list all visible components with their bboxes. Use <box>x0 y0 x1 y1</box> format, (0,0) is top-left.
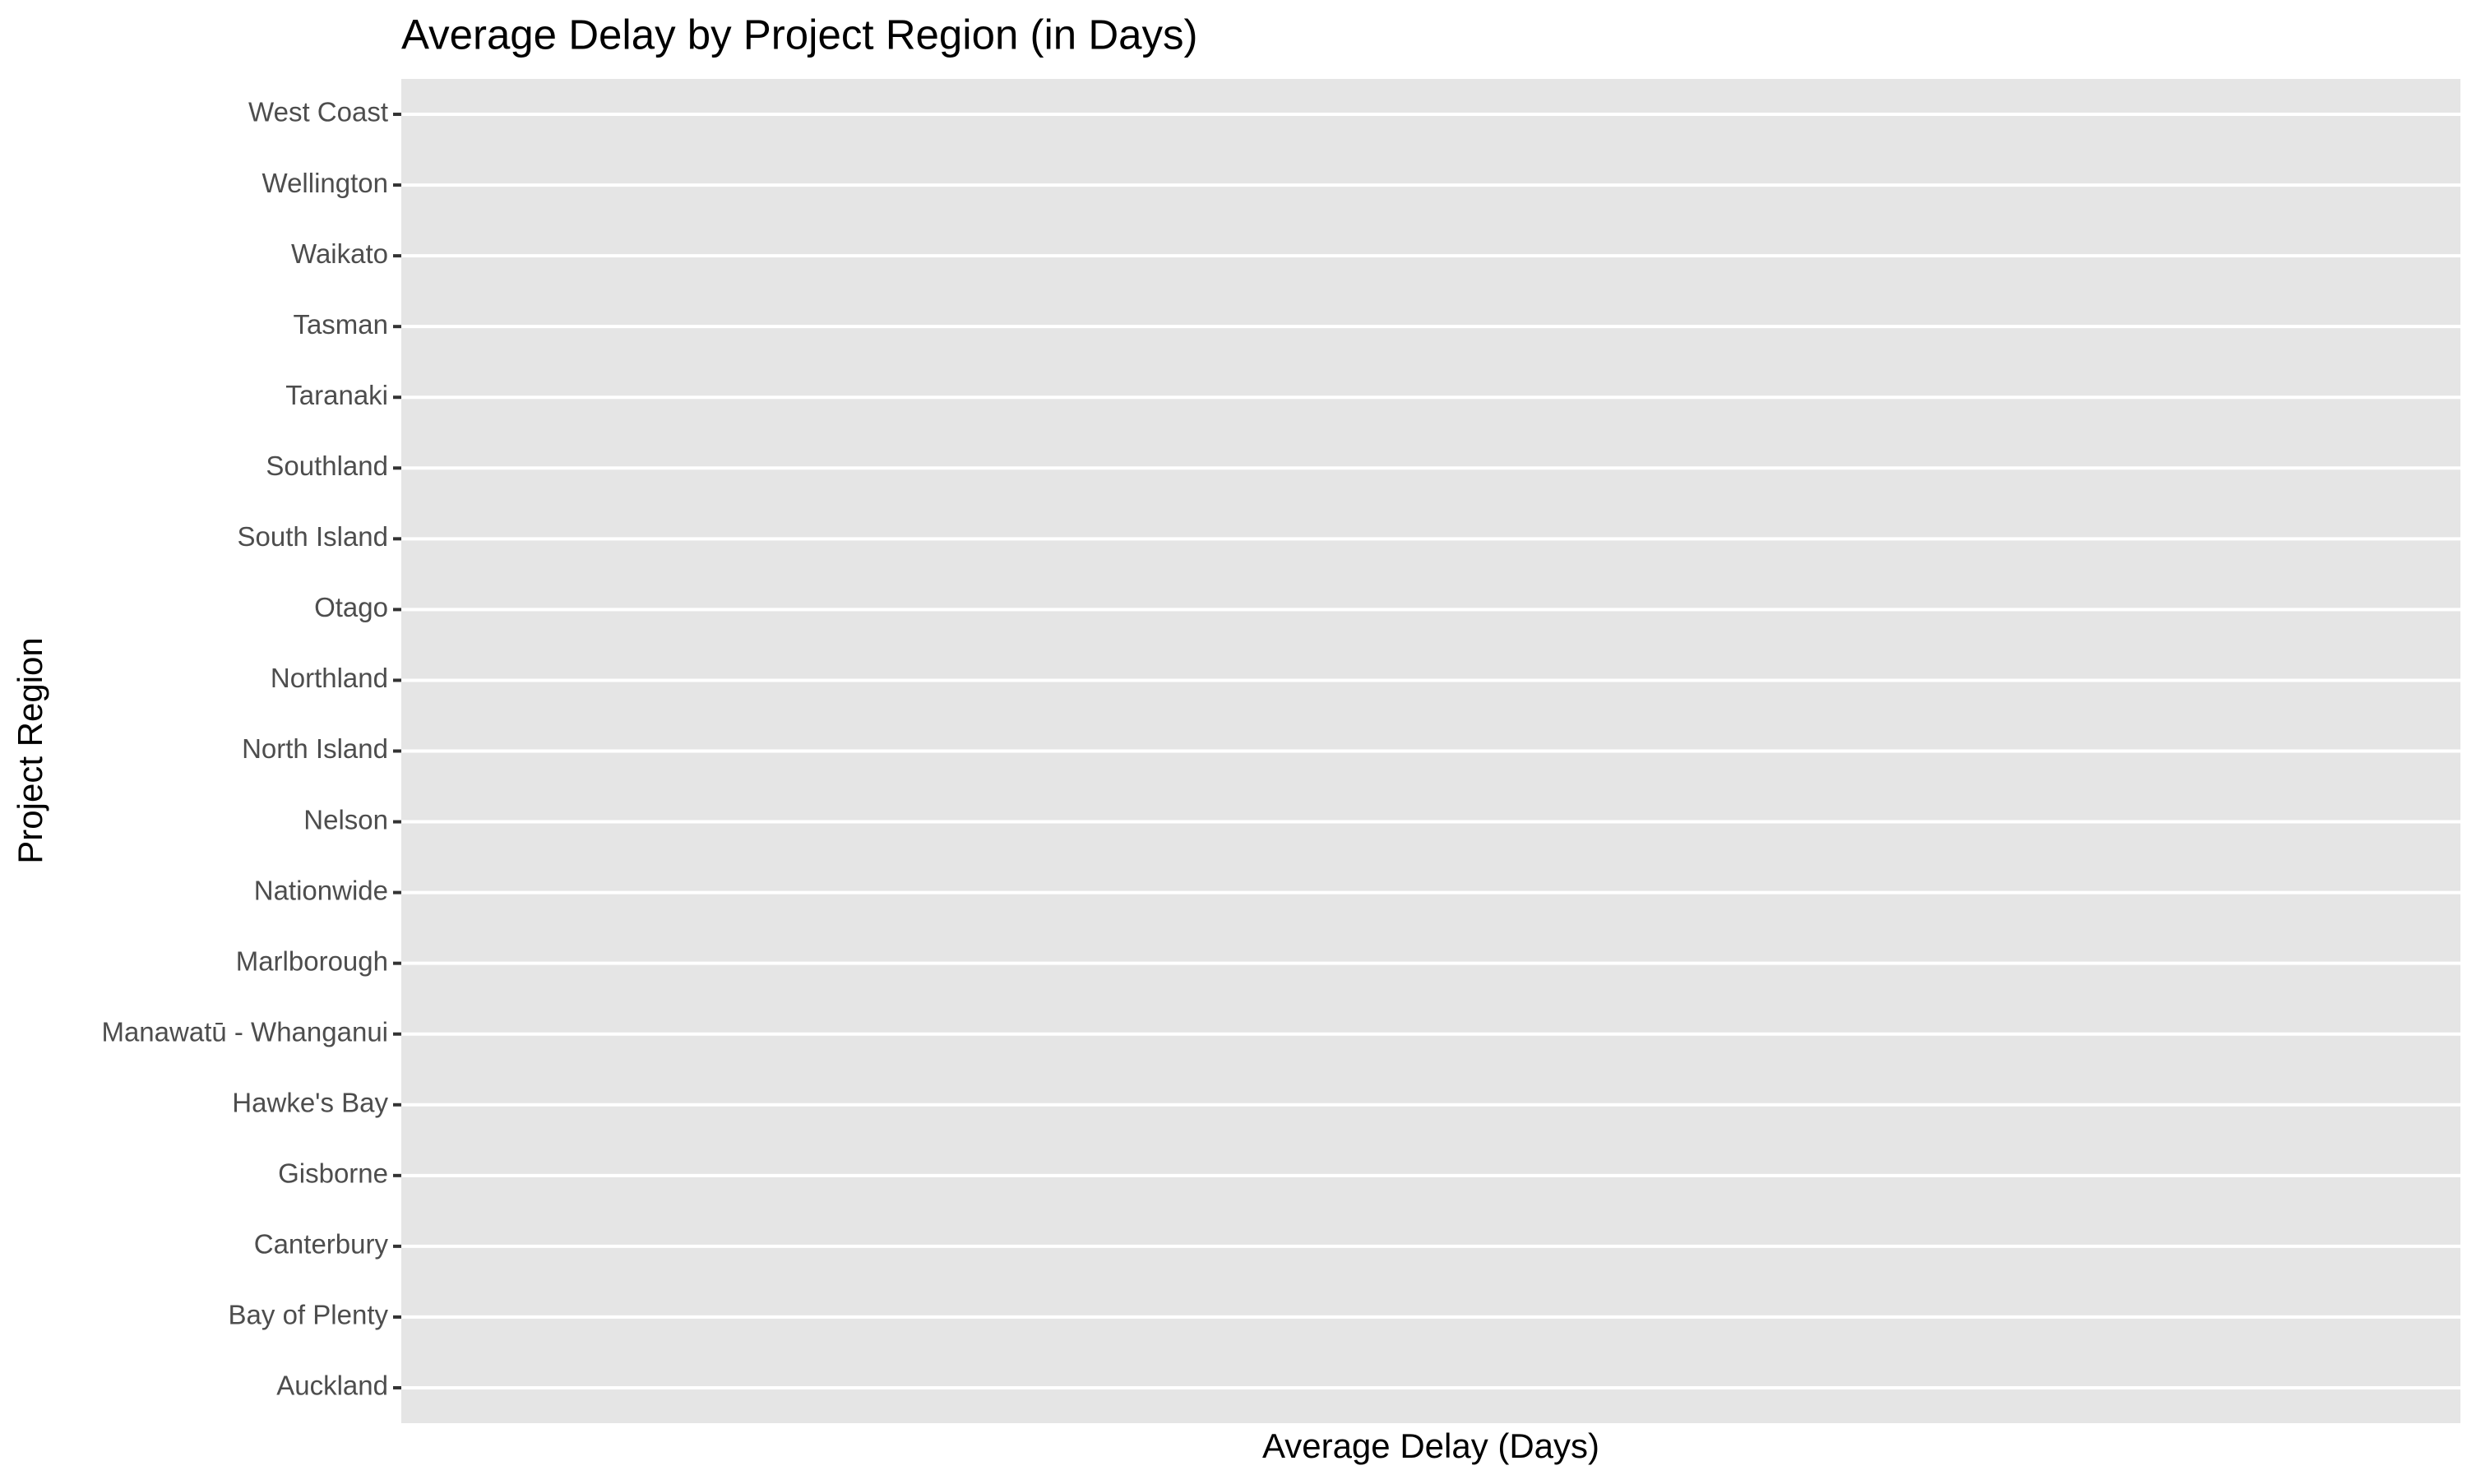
y-tick-label: Wellington <box>262 168 388 198</box>
x-axis-label: Average Delay (Days) <box>1262 1426 1599 1465</box>
y-tick-label: Otago <box>314 592 388 622</box>
y-axis-label: Project Region <box>11 637 49 863</box>
y-tick-label: Auckland <box>276 1371 388 1401</box>
y-tick-label: Northland <box>271 663 388 693</box>
y-tick-label: Tasman <box>293 309 388 340</box>
chart-title: Average Delay by Project Region (in Days… <box>401 11 1198 58</box>
y-tick-label: Taranaki <box>285 380 388 410</box>
y-tick-label: Bay of Plenty <box>229 1300 389 1330</box>
y-tick-label: Hawke's Bay <box>232 1087 388 1117</box>
y-tick-label: Southland <box>266 451 388 481</box>
y-tick-label: Gisborne <box>278 1158 388 1189</box>
y-tick-label: West Coast <box>248 97 388 127</box>
y-tick-label: Nationwide <box>254 875 388 905</box>
y-tick-label: Manawatū - Whanganui <box>101 1016 388 1047</box>
y-tick-label: Canterbury <box>254 1229 389 1260</box>
y-tick-label: South Island <box>238 521 388 552</box>
y-tick-label: Marlborough <box>236 945 388 976</box>
y-tick-label: North Island <box>242 733 388 764</box>
y-tick-label: Nelson <box>303 804 388 834</box>
y-tick-label: Waikato <box>291 238 388 269</box>
